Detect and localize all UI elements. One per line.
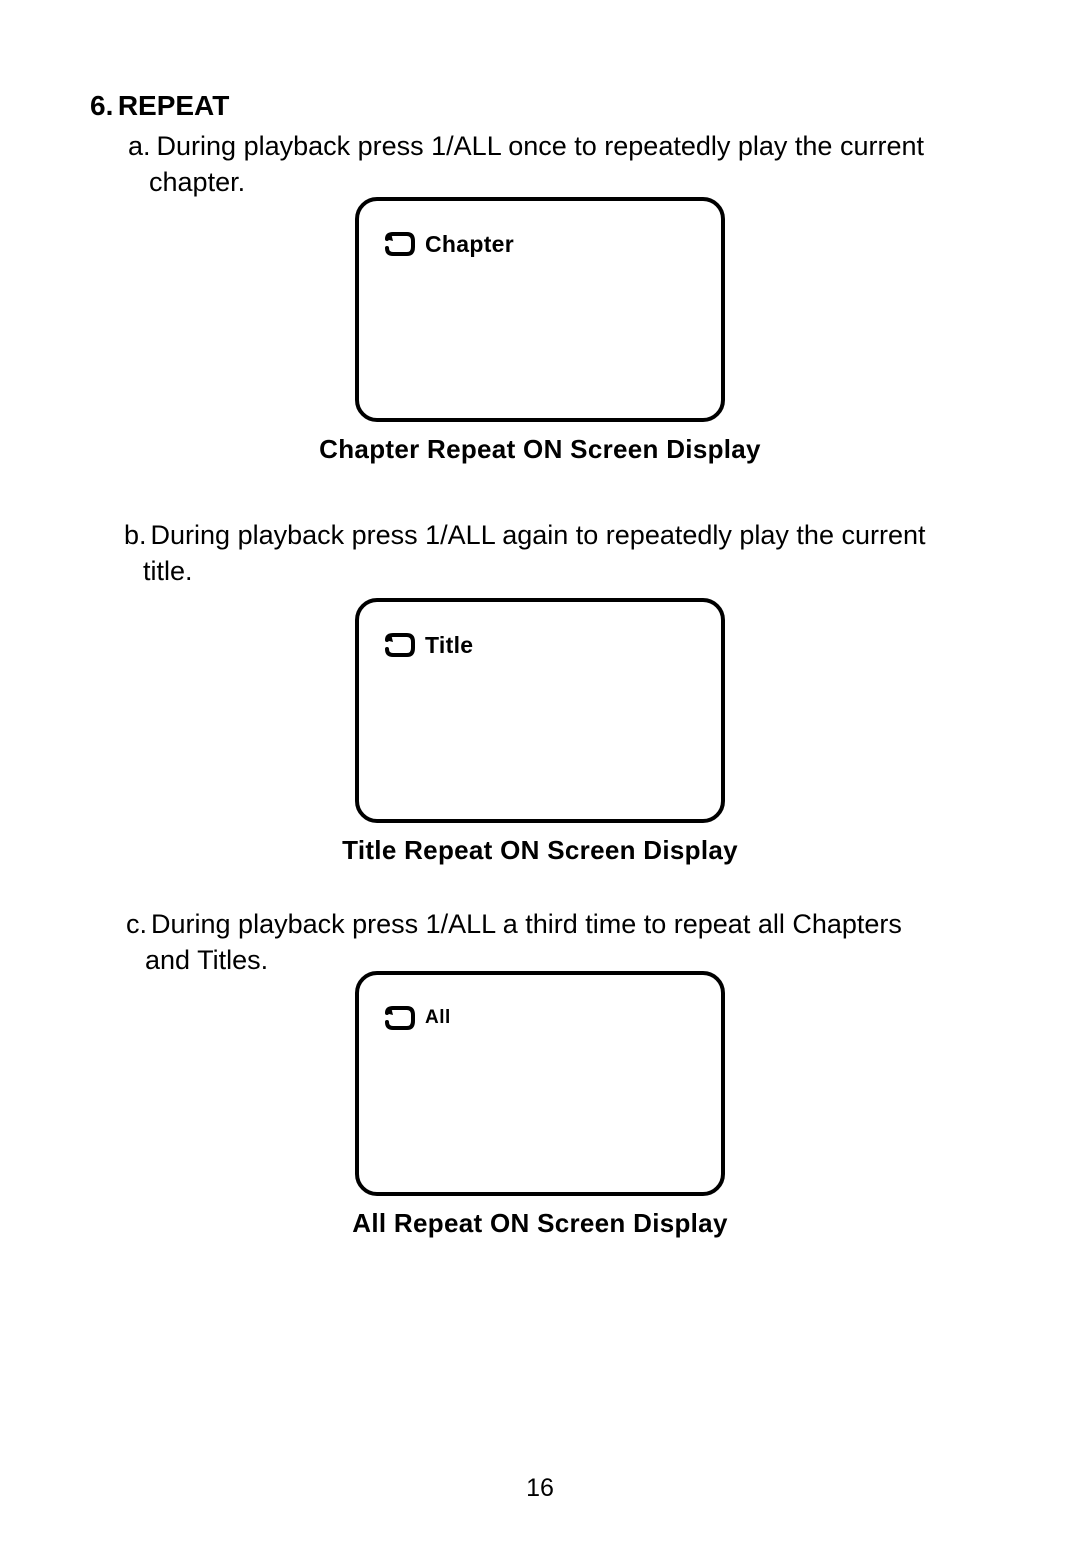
osd-label: All [425, 1007, 451, 1029]
osd-figure: Chapter [90, 197, 990, 422]
section-title: REPEAT [118, 90, 230, 121]
item-letter-spacer [90, 942, 145, 978]
repeat-icon [381, 1005, 417, 1031]
osd-caption: All Repeat ON Screen Display [90, 1208, 990, 1239]
osd-figure: Title [90, 598, 990, 823]
item-letter: c. [90, 906, 151, 942]
item-letter-spacer [90, 553, 143, 589]
item-letter: b. [90, 517, 151, 553]
osd-box: Title [355, 598, 725, 823]
item-letter: a. [90, 128, 157, 164]
repeat-icon [381, 632, 417, 658]
item-text-line: title. [143, 553, 990, 589]
item-text-line: During playback press 1/ALL once to repe… [157, 128, 990, 164]
osd-box: All [355, 971, 725, 1196]
item-letter-spacer [90, 164, 149, 200]
osd-label: Title [425, 632, 473, 659]
osd-box: Chapter [355, 197, 725, 422]
page-number: 16 [0, 1474, 1080, 1503]
osd-caption: Chapter Repeat ON Screen Display [90, 434, 990, 465]
repeat-icon [381, 231, 417, 257]
item-text-line: During playback press 1/ALL a third time… [151, 906, 990, 942]
item-c: c. During playback press 1/ALL a third t… [90, 906, 990, 979]
item-a: a. During playback press 1/ALL once to r… [90, 128, 990, 201]
item-text-line: During playback press 1/ALL again to rep… [151, 517, 990, 553]
osd-label: Chapter [425, 231, 514, 258]
manual-page: 6. REPEAT a. During playback press 1/ALL… [0, 0, 1080, 1563]
osd-caption: Title Repeat ON Screen Display [90, 835, 990, 866]
section-number: 6. [90, 90, 113, 121]
section-heading: 6. REPEAT [90, 90, 990, 122]
osd-figure: All [90, 971, 990, 1196]
item-b: b. During playback press 1/ALL again to … [90, 517, 990, 590]
item-text-line: chapter. [149, 164, 990, 200]
